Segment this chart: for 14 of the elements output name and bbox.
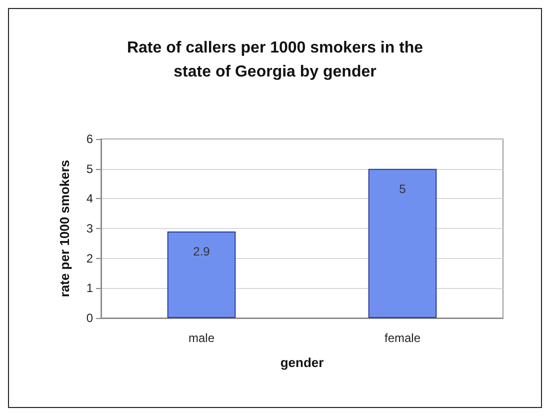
y-tick-label: 4 bbox=[86, 192, 94, 206]
y-tick-label: 3 bbox=[86, 222, 94, 236]
y-tick-label: 2 bbox=[86, 251, 94, 266]
y-axis-title: rate per 1000 smokers bbox=[57, 160, 72, 298]
y-tick-label: 5 bbox=[86, 162, 94, 176]
data-label: 5 bbox=[399, 182, 406, 196]
x-tick-label: female bbox=[384, 331, 421, 345]
chart-title: Rate of callers per 1000 smokers in the state of Georgia by gender bbox=[126, 40, 424, 80]
x-tick-label: male bbox=[188, 331, 215, 345]
y-tick-label: 1 bbox=[86, 281, 94, 296]
x-axis-title: gender bbox=[280, 355, 324, 370]
data-label: 2.9 bbox=[193, 244, 210, 258]
y-tick-label: 6 bbox=[86, 132, 94, 146]
y-tick-label: 0 bbox=[86, 311, 94, 325]
